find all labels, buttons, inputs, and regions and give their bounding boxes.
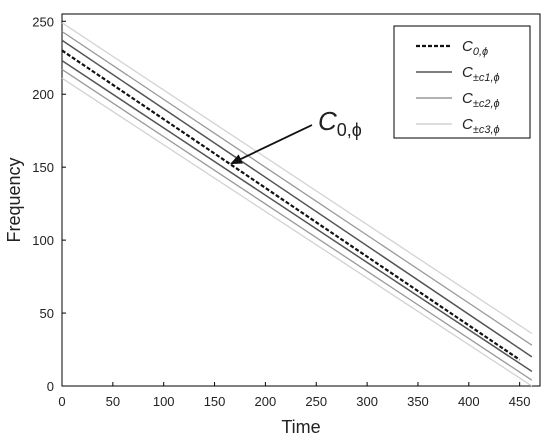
series-line-1 xyxy=(61,39,533,358)
x-tick-label: 300 xyxy=(356,394,378,409)
series-group xyxy=(61,22,533,387)
axis-ticks: 0 50 100 150 200 250 300 350 400 450 0 50 100 150 200 2… xyxy=(32,14,530,409)
legend: C0,ϕ C±c1,ϕ C±c2,ϕ C±c3,ϕ xyxy=(393,25,531,139)
x-tick-label: 50 xyxy=(106,394,120,409)
series-line-4 xyxy=(61,68,533,381)
legend-box xyxy=(393,25,531,139)
series-line-2 xyxy=(61,60,533,373)
y-tick-label: 100 xyxy=(32,233,54,248)
annotation-label: C0,ϕ xyxy=(318,106,362,140)
legend-label: C±c1,ϕ xyxy=(462,64,500,84)
x-tick-label: 250 xyxy=(305,394,327,409)
y-tick-label: 200 xyxy=(32,87,54,102)
y-tick-label: 150 xyxy=(32,160,54,175)
y-axis-title: Frequency xyxy=(4,157,24,242)
annotation-arrow xyxy=(230,124,313,165)
y-tick-label: 50 xyxy=(40,306,54,321)
y-tick-label: 0 xyxy=(47,379,54,394)
x-tick-label: 400 xyxy=(458,394,480,409)
legend-label: C0,ϕ xyxy=(462,38,488,58)
x-tick-label: 450 xyxy=(509,394,531,409)
series-line-6 xyxy=(61,77,533,387)
x-tick-label: 350 xyxy=(407,394,429,409)
x-tick-label: 150 xyxy=(204,394,226,409)
x-tick-label: 0 xyxy=(58,394,65,409)
series-line-0 xyxy=(61,49,521,361)
y-tick-label: 250 xyxy=(32,14,54,29)
x-tick-label: 100 xyxy=(153,394,175,409)
x-axis-title: Time xyxy=(281,417,320,437)
x-tick-label: 200 xyxy=(255,394,277,409)
annotation: C0,ϕ xyxy=(230,106,362,165)
legend-label: C±c3,ϕ xyxy=(462,116,500,136)
series-line-5 xyxy=(61,22,533,335)
series-line-3 xyxy=(61,30,533,346)
legend-label: C±c2,ϕ xyxy=(462,90,500,110)
